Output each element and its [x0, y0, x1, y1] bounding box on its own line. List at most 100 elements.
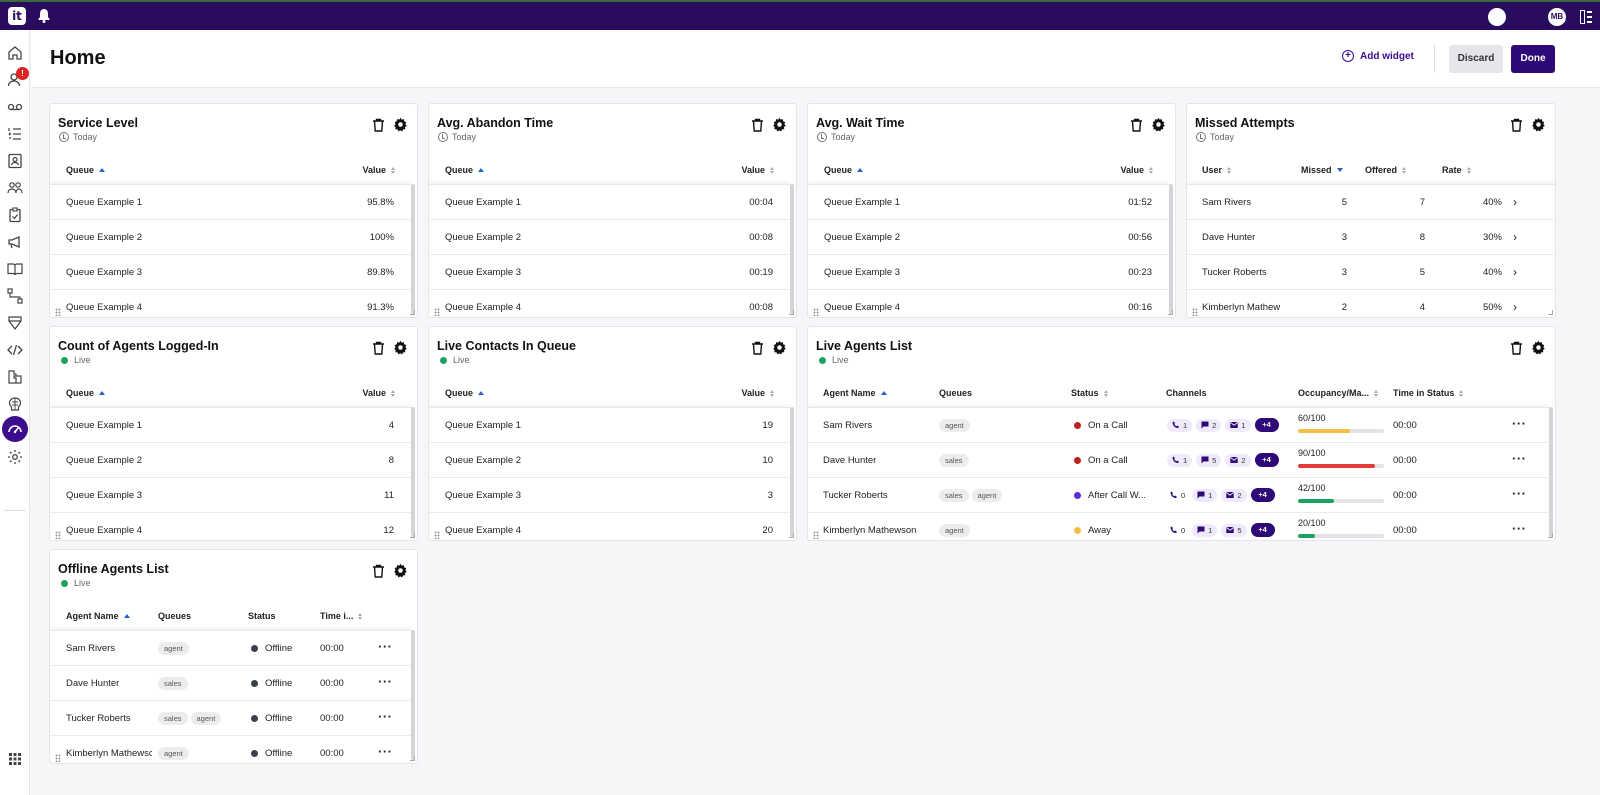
- table-row[interactable]: Tucker Roberts sales agent Offline 00:00 ···: [50, 701, 411, 736]
- column-header[interactable]: Status: [248, 602, 276, 630]
- delete-widget-icon[interactable]: [1130, 118, 1143, 132]
- sort-icon[interactable]: [1374, 389, 1379, 397]
- column-header[interactable]: Time in Status: [1393, 379, 1464, 407]
- sort-descending-icon[interactable]: [1336, 168, 1343, 172]
- table-row[interactable]: Queue Example 3 00:19: [429, 255, 790, 290]
- widget-settings-gear-icon[interactable]: [1151, 117, 1166, 132]
- table-row[interactable]: Queue Example 3 3: [429, 478, 790, 513]
- delete-widget-icon[interactable]: [372, 118, 385, 132]
- widget-settings-gear-icon[interactable]: [1531, 117, 1546, 132]
- dashboard-icon[interactable]: [2, 416, 28, 442]
- integrations-icon[interactable]: [6, 368, 24, 386]
- book-icon[interactable]: [6, 260, 24, 278]
- resize-handle-icon[interactable]: [789, 310, 794, 315]
- table-row[interactable]: Dave Hunter 3 8 30% ›: [1187, 220, 1555, 255]
- table-row[interactable]: Tucker Roberts 3 5 40% ›: [1187, 255, 1555, 290]
- sort-ascending-icon[interactable]: [99, 391, 106, 395]
- sort-icon[interactable]: [1466, 166, 1471, 174]
- drag-handle-icon[interactable]: [55, 531, 61, 539]
- table-row[interactable]: Queue Example 2 100%: [50, 220, 411, 255]
- scrollbar[interactable]: [411, 407, 415, 537]
- clipboard-icon[interactable]: [6, 206, 24, 224]
- column-header[interactable]: Rate: [1442, 156, 1471, 184]
- app-logo[interactable]: it: [8, 7, 26, 25]
- more-options-icon[interactable]: ···: [378, 639, 393, 654]
- column-header[interactable]: Value: [362, 379, 395, 407]
- column-header[interactable]: Value: [741, 379, 774, 407]
- table-row[interactable]: Queue Example 2 00:08: [429, 220, 790, 255]
- more-options-icon[interactable]: ···: [1512, 486, 1527, 501]
- drag-handle-icon[interactable]: [55, 308, 61, 316]
- table-row[interactable]: Queue Example 1 19: [429, 408, 790, 443]
- column-header[interactable]: Queues: [158, 602, 191, 630]
- column-header[interactable]: Queues: [939, 379, 972, 407]
- scrollbar[interactable]: [790, 184, 794, 314]
- sort-icon[interactable]: [391, 389, 395, 397]
- home-icon[interactable]: [6, 44, 24, 62]
- scrollbar[interactable]: [1169, 184, 1173, 314]
- sort-ascending-icon[interactable]: [99, 168, 106, 172]
- resize-handle-icon[interactable]: [1548, 310, 1553, 315]
- more-options-icon[interactable]: ···: [1512, 521, 1527, 536]
- contact-card-icon[interactable]: [6, 152, 24, 170]
- sort-icon[interactable]: [1402, 166, 1407, 174]
- chevron-right-icon[interactable]: ›: [1513, 300, 1517, 314]
- bell-icon[interactable]: [37, 8, 51, 24]
- more-channels-badge[interactable]: +4: [1254, 453, 1279, 468]
- chevron-right-icon[interactable]: ›: [1513, 265, 1517, 279]
- more-channels-badge[interactable]: +4: [1250, 523, 1275, 538]
- table-row[interactable]: Sam Rivers 5 7 40% ›: [1187, 185, 1555, 220]
- delete-widget-icon[interactable]: [372, 341, 385, 355]
- delete-widget-icon[interactable]: [372, 564, 385, 578]
- drag-handle-icon[interactable]: [1192, 308, 1198, 316]
- list-icon[interactable]: [6, 125, 24, 143]
- column-header[interactable]: Agent Name: [823, 379, 887, 407]
- more-options-icon[interactable]: ···: [1512, 416, 1527, 431]
- widget-settings-gear-icon[interactable]: [393, 563, 408, 578]
- column-header[interactable]: Status: [1071, 379, 1108, 407]
- sort-icon[interactable]: [391, 166, 395, 174]
- widget-settings-gear-icon[interactable]: [772, 340, 787, 355]
- column-header[interactable]: Queue: [445, 156, 485, 184]
- delete-widget-icon[interactable]: [1510, 341, 1523, 355]
- resize-handle-icon[interactable]: [789, 533, 794, 538]
- sort-icon[interactable]: [1149, 166, 1153, 174]
- table-row[interactable]: Tucker Roberts sales agent After Call W... 0…: [808, 478, 1549, 513]
- code-icon[interactable]: [6, 341, 24, 359]
- sort-ascending-icon[interactable]: [478, 391, 485, 395]
- column-header[interactable]: Queue: [445, 379, 485, 407]
- delete-widget-icon[interactable]: [751, 118, 764, 132]
- ai-brain-icon[interactable]: [6, 395, 24, 413]
- table-row[interactable]: Queue Example 1 4: [50, 408, 411, 443]
- scrollbar[interactable]: [411, 630, 415, 760]
- drag-handle-icon[interactable]: [434, 308, 440, 316]
- table-row[interactable]: Queue Example 2 8: [50, 443, 411, 478]
- sort-ascending-icon[interactable]: [857, 168, 864, 172]
- sort-ascending-icon[interactable]: [880, 391, 887, 395]
- table-row[interactable]: Queue Example 4 00:16: [808, 290, 1169, 317]
- scrollbar[interactable]: [1549, 407, 1553, 537]
- table-row[interactable]: Queue Example 1 95.8%: [50, 185, 411, 220]
- resize-handle-icon[interactable]: [410, 756, 415, 761]
- column-header[interactable]: Queue: [66, 156, 106, 184]
- drag-handle-icon[interactable]: [55, 754, 61, 762]
- table-row[interactable]: Kimberlyn Mathewson agent Offline 00:00 ···: [50, 736, 411, 763]
- sort-icon[interactable]: [358, 612, 363, 620]
- column-header[interactable]: Value: [1120, 156, 1153, 184]
- resize-handle-icon[interactable]: [410, 310, 415, 315]
- chevron-right-icon[interactable]: ›: [1513, 230, 1517, 244]
- sort-ascending-icon[interactable]: [123, 614, 130, 618]
- sort-ascending-icon[interactable]: [478, 168, 485, 172]
- resize-handle-icon[interactable]: [1168, 310, 1173, 315]
- delete-widget-icon[interactable]: [1510, 118, 1523, 132]
- scrollbar[interactable]: [411, 184, 415, 314]
- apps-grid-icon[interactable]: [6, 750, 24, 768]
- sort-icon[interactable]: [1459, 389, 1464, 397]
- column-header[interactable]: Value: [741, 156, 774, 184]
- sort-icon[interactable]: [1227, 166, 1232, 174]
- more-channels-badge[interactable]: +4: [1254, 418, 1279, 433]
- add-widget-button[interactable]: + Add widget: [1342, 50, 1414, 62]
- resize-handle-icon[interactable]: [410, 533, 415, 538]
- scrollbar[interactable]: [790, 407, 794, 537]
- more-options-icon[interactable]: ···: [378, 674, 393, 689]
